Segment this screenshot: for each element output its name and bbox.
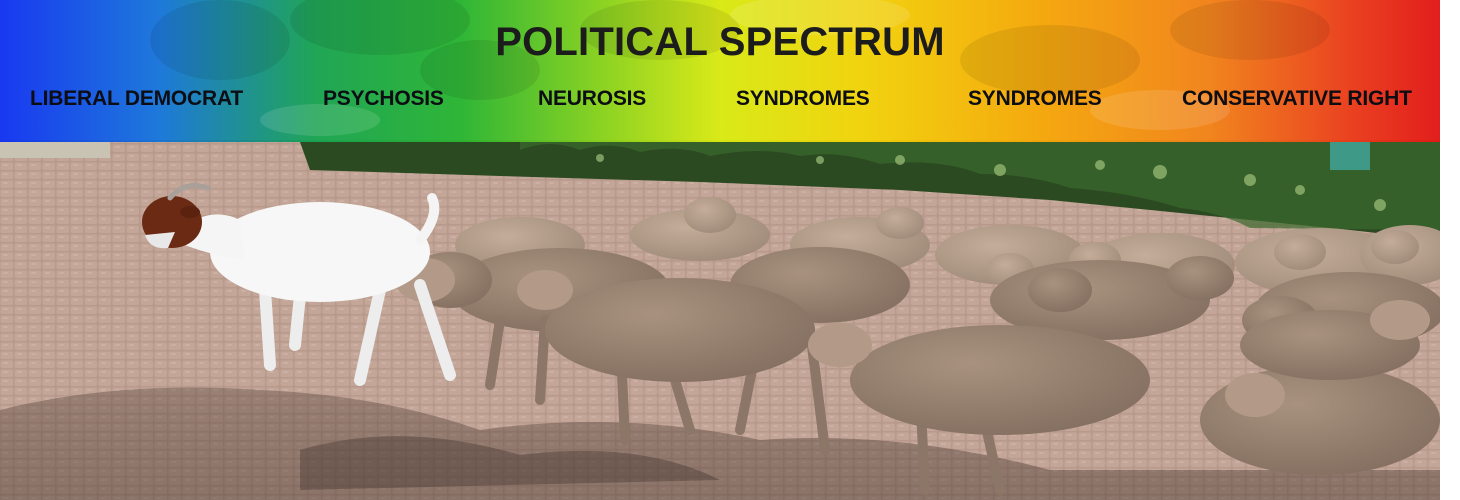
spectrum-label-conservative-right: CONSERVATIVE RIGHT bbox=[1182, 87, 1412, 110]
page-margin bbox=[1440, 0, 1460, 500]
spectrum-label-psychosis: PSYCHOSIS bbox=[323, 87, 444, 110]
ground-shadows bbox=[0, 387, 1440, 500]
spectrum-label-liberal-democrat: LIBERAL DEMOCRAT bbox=[30, 87, 244, 110]
page-title: POLITICAL SPECTRUM bbox=[495, 20, 945, 64]
white-goat bbox=[142, 183, 456, 386]
front-sheep-body bbox=[545, 278, 815, 382]
spectrum-label-syndromes-left: SYNDROMES bbox=[736, 87, 870, 110]
banner-foliage-texture bbox=[150, 0, 1330, 136]
spectrum-label-syndromes-right: SYNDROMES bbox=[968, 87, 1102, 110]
political-spectrum-gradient bbox=[0, 0, 1440, 142]
spectrum-label-neurosis: NEUROSIS bbox=[538, 87, 647, 110]
